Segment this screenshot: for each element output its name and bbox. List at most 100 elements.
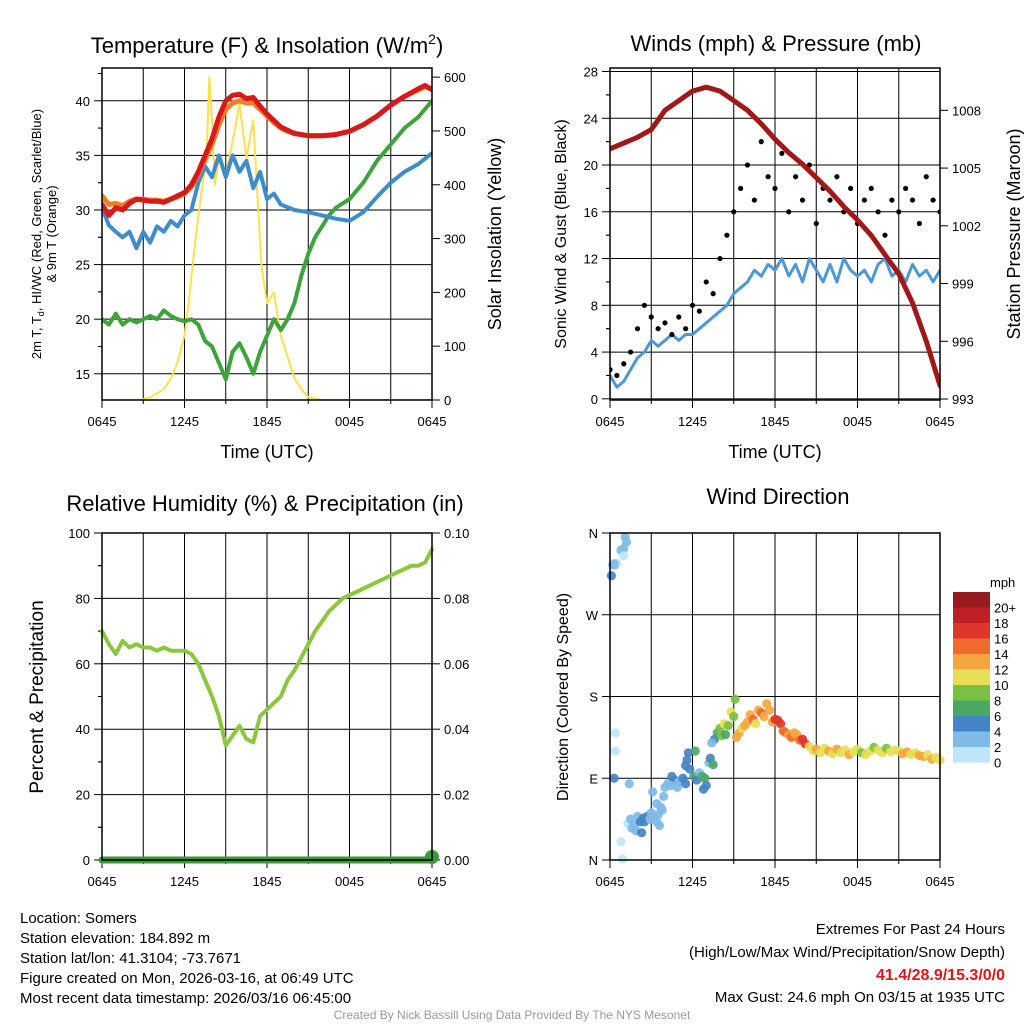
extremes-info: Extremes For Past 24 Hours (High/Low/Max… bbox=[689, 921, 1005, 1006]
temperature-y2-tick-label: 500 bbox=[444, 124, 466, 139]
direction-point bbox=[665, 780, 676, 791]
direction-point bbox=[659, 791, 669, 802]
temperature-x-tick-label: 1245 bbox=[170, 414, 199, 429]
colorbar-swatch bbox=[953, 669, 990, 685]
gust-point bbox=[909, 197, 916, 203]
humidity-y-label: Percent & Precipitation bbox=[27, 600, 48, 793]
direction-points bbox=[606, 532, 945, 864]
gust-point bbox=[889, 197, 895, 203]
colorbar-swatch bbox=[953, 623, 990, 639]
direction-point bbox=[730, 694, 740, 704]
direction-point bbox=[701, 780, 711, 791]
colorbar-label: 8 bbox=[994, 694, 1001, 709]
gust-point bbox=[717, 255, 723, 262]
direction-x-tick-label: 1245 bbox=[678, 874, 707, 889]
direction-point bbox=[707, 738, 717, 748]
temperature-y2-tick-label: 0 bbox=[444, 393, 451, 408]
direction-point bbox=[624, 779, 634, 789]
direction-point bbox=[690, 746, 700, 756]
gust-point bbox=[799, 197, 806, 203]
temperature-y-tick-label: 35 bbox=[76, 148, 90, 163]
direction-point bbox=[609, 559, 619, 569]
temperature-plot-frame bbox=[101, 67, 433, 401]
colorbar-label: 10 bbox=[994, 678, 1008, 693]
direction-point bbox=[617, 854, 627, 864]
winds-y-tick-label: 28 bbox=[584, 65, 598, 80]
colorbar-swatch bbox=[953, 747, 990, 763]
direction-point bbox=[610, 746, 621, 756]
series-2m-t bbox=[102, 83, 432, 218]
winds-y2-tick-label: 1002 bbox=[952, 219, 981, 234]
winds-y2-tick-label: 993 bbox=[952, 392, 974, 407]
gust-point bbox=[744, 162, 751, 168]
winds-y2-tick-label: 999 bbox=[952, 277, 974, 292]
winds-x-tick-label: 1845 bbox=[761, 414, 790, 429]
gust-point bbox=[848, 185, 854, 192]
humidity-y2-tick-label: 0.06 bbox=[444, 657, 469, 672]
temperature-x-tick-label: 0045 bbox=[335, 414, 364, 429]
colorbar-label: 6 bbox=[994, 709, 1001, 724]
direction-point bbox=[637, 828, 647, 838]
temperature-y2-tick-label: 200 bbox=[444, 285, 466, 300]
colorbar-unit-label: mph bbox=[990, 575, 1015, 590]
gust-point bbox=[903, 185, 909, 192]
extremes-values: 41.4/28.9/15.3/0/0 bbox=[876, 967, 1005, 984]
winds-y-tick-label: 20 bbox=[584, 158, 598, 173]
winds-x-label: Time (UTC) bbox=[728, 442, 821, 462]
humidity-y2-tick-label: 0.02 bbox=[444, 788, 469, 803]
direction-point bbox=[657, 805, 667, 815]
temperature-y-tick-label: 20 bbox=[76, 312, 90, 327]
humidity-x-tick-label: 0645 bbox=[418, 874, 447, 889]
gust-point bbox=[628, 349, 634, 355]
direction-point bbox=[606, 571, 616, 581]
gust-point bbox=[834, 174, 840, 180]
colorbar-label: 16 bbox=[994, 632, 1008, 647]
gust-point bbox=[765, 174, 771, 180]
humidity-chart-title: Relative Humidity (%) & Precipitation (i… bbox=[66, 491, 463, 516]
humidity-y2-tick-label: 0.04 bbox=[444, 722, 469, 737]
gust-point bbox=[793, 174, 799, 180]
gust-point bbox=[930, 197, 936, 203]
colorbar-swatch bbox=[953, 654, 990, 670]
direction-y-tick-label: E bbox=[589, 771, 598, 786]
colorbar-label: 12 bbox=[994, 663, 1008, 678]
humidity-x-tick-label: 1245 bbox=[170, 874, 199, 889]
direction-point bbox=[720, 730, 731, 740]
direction-y-label: Direction (Colored By Speed) bbox=[555, 593, 572, 801]
gust-point bbox=[875, 209, 881, 215]
gust-point bbox=[868, 185, 874, 192]
temperature-y-tick-label: 25 bbox=[76, 258, 90, 273]
winds-series bbox=[610, 84, 940, 389]
max-gust-text: Max Gust: 24.6 mph On 03/15 at 1935 UTC bbox=[715, 989, 1005, 1006]
gust-point bbox=[648, 314, 654, 320]
temperature-x-tick-label: 1845 bbox=[253, 414, 282, 429]
direction-point bbox=[775, 719, 786, 729]
humidity-series bbox=[98, 547, 439, 864]
gust-point bbox=[813, 220, 819, 227]
colorbar-swatch bbox=[953, 716, 990, 732]
colorbar-swatch bbox=[953, 607, 990, 623]
colorbar-label: 20+ bbox=[994, 601, 1016, 616]
series-station-pressure bbox=[610, 84, 940, 389]
gust-point bbox=[738, 185, 744, 192]
winds-chart-title: Winds (mph) & Pressure (mb) bbox=[631, 31, 922, 56]
gust-point bbox=[676, 314, 682, 320]
temperature-x-tick-label: 0645 bbox=[418, 414, 447, 429]
pressure-y2-label: Station Pressure (Maroon) bbox=[1004, 128, 1024, 339]
direction-point bbox=[751, 719, 761, 729]
temperature-y-tick-label: 40 bbox=[76, 94, 90, 109]
series-relative-humidity bbox=[100, 547, 434, 748]
direction-point bbox=[685, 764, 695, 774]
gust-point bbox=[683, 326, 689, 332]
temperature-x-label: Time (UTC) bbox=[220, 442, 313, 462]
location-text: Location: Somers bbox=[20, 910, 137, 927]
direction-point bbox=[616, 837, 626, 847]
colorbar-swatch bbox=[953, 700, 990, 716]
direction-point bbox=[708, 760, 718, 770]
winds-pressure-chart: 0 4 8 12 16 20 24 28 993 996 999 1002 1005 1008 0645 12… bbox=[584, 65, 981, 429]
recent-data-text: Most recent data timestamp: 2026/03/16 0… bbox=[20, 990, 351, 1007]
gust-point bbox=[731, 209, 737, 215]
wind-direction-chart-title: Wind Direction bbox=[706, 484, 849, 509]
gust-point bbox=[923, 174, 929, 180]
